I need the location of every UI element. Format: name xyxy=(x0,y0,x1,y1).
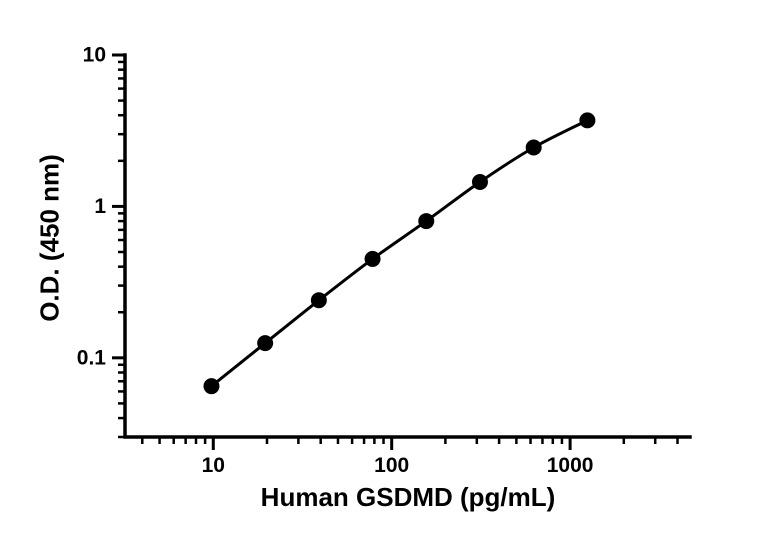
data-point xyxy=(310,292,327,309)
data-point xyxy=(203,378,220,395)
y-tick-label: 1 xyxy=(94,195,106,218)
data-point xyxy=(418,213,435,230)
data-point xyxy=(525,139,542,156)
y-tick-label: 10 xyxy=(83,44,106,67)
x-tick-label: 10 xyxy=(202,454,225,477)
x-tick-label: 100 xyxy=(374,454,409,477)
data-point xyxy=(364,250,381,267)
y-axis-title: O.D. (450 nm) xyxy=(34,154,65,322)
data-point xyxy=(257,335,274,352)
x-axis-title: Human GSDMD (pg/mL) xyxy=(260,482,556,512)
x-tick-label: 1000 xyxy=(547,454,594,477)
y-tick-label: 0.1 xyxy=(77,346,107,369)
data-points xyxy=(203,112,596,395)
x-axis-ticks: 10 100 1000 xyxy=(141,437,679,477)
y-axis-ticks: 0.1 1 10 xyxy=(77,44,125,439)
data-point xyxy=(471,173,488,190)
data-point xyxy=(579,112,596,129)
